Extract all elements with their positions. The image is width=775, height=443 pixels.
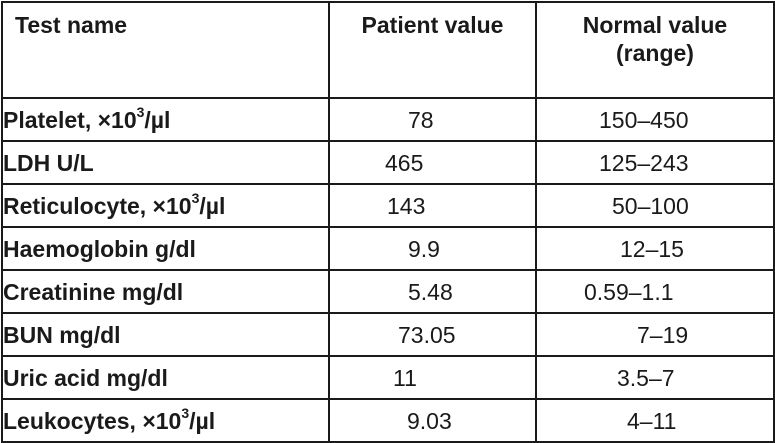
normal-value: 7–19 — [535, 312, 775, 357]
test-name: Haemoglobin g/dl — [3, 235, 196, 262]
normal-value: 4–11 — [535, 398, 775, 443]
header-patient-value: Patient value — [328, 1, 537, 99]
test-name: Reticulocyte, ×10 — [3, 192, 192, 219]
normal-value: 0.59–1.1 — [535, 269, 775, 314]
test-name-superscript: 3 — [136, 103, 145, 120]
test-name-cell: LDH U/L — [1, 140, 330, 185]
patient-value: 465 — [328, 140, 537, 185]
test-name-cell: Haemoglobin g/dl — [1, 226, 330, 271]
patient-value: 5.48 — [328, 269, 537, 314]
header-normal-value-line2: (range) — [616, 40, 694, 66]
table-header-row: Test name Patient value Normal value (ra… — [1, 1, 775, 99]
table-row: Platelet, ×103/µl 78 150–450 — [1, 97, 775, 142]
patient-value: 9.03 — [328, 398, 537, 443]
patient-value: 11 — [328, 355, 537, 400]
normal-value: 125–243 — [535, 140, 775, 185]
table-row: Haemoglobin g/dl 9.9 12–15 — [1, 226, 775, 271]
test-name-cell: BUN mg/dl — [1, 312, 330, 357]
table-row: Creatinine mg/dl 5.48 0.59–1.1 — [1, 269, 775, 314]
test-name-cell: Platelet, ×103/µl — [1, 97, 330, 142]
patient-value: 9.9 — [328, 226, 537, 271]
test-name: LDH U/L — [3, 149, 94, 176]
test-name-superscript: 3 — [181, 404, 190, 421]
test-name-unit: /µl — [199, 192, 226, 219]
table-row: BUN mg/dl 73.05 7–19 — [1, 312, 775, 357]
header-test-name: Test name — [1, 1, 330, 99]
normal-value: 3.5–7 — [535, 355, 775, 400]
table-row: Uric acid mg/dl 11 3.5–7 — [1, 355, 775, 400]
normal-value: 150–450 — [535, 97, 775, 142]
patient-value: 143 — [328, 183, 537, 228]
header-normal-value: Normal value (range) — [535, 1, 775, 99]
patient-value: 78 — [328, 97, 537, 142]
patient-value: 73.05 — [328, 312, 537, 357]
table-row: LDH U/L 465 125–243 — [1, 140, 775, 185]
normal-value: 50–100 — [535, 183, 775, 228]
table-row: Reticulocyte, ×103/µl 143 50–100 — [1, 183, 775, 228]
test-name: Uric acid mg/dl — [3, 364, 168, 391]
test-name: Leukocytes, ×10 — [3, 407, 182, 434]
test-name-cell: Leukocytes, ×103/µl — [1, 398, 330, 443]
table-row: Leukocytes, ×103/µl 9.03 4–11 — [1, 398, 775, 443]
test-name-cell: Uric acid mg/dl — [1, 355, 330, 400]
header-normal-value-line1: Normal value — [582, 12, 728, 38]
normal-value: 12–15 — [535, 226, 775, 271]
test-name: Platelet, ×10 — [3, 106, 137, 133]
test-name-cell: Reticulocyte, ×103/µl — [1, 183, 330, 228]
test-name: Creatinine mg/dl — [3, 278, 184, 305]
test-name-unit: /µl — [144, 106, 171, 133]
test-name-superscript: 3 — [191, 189, 200, 206]
test-name-cell: Creatinine mg/dl — [1, 269, 330, 314]
test-name-unit: /µl — [189, 407, 216, 434]
test-name: BUN mg/dl — [3, 321, 121, 348]
